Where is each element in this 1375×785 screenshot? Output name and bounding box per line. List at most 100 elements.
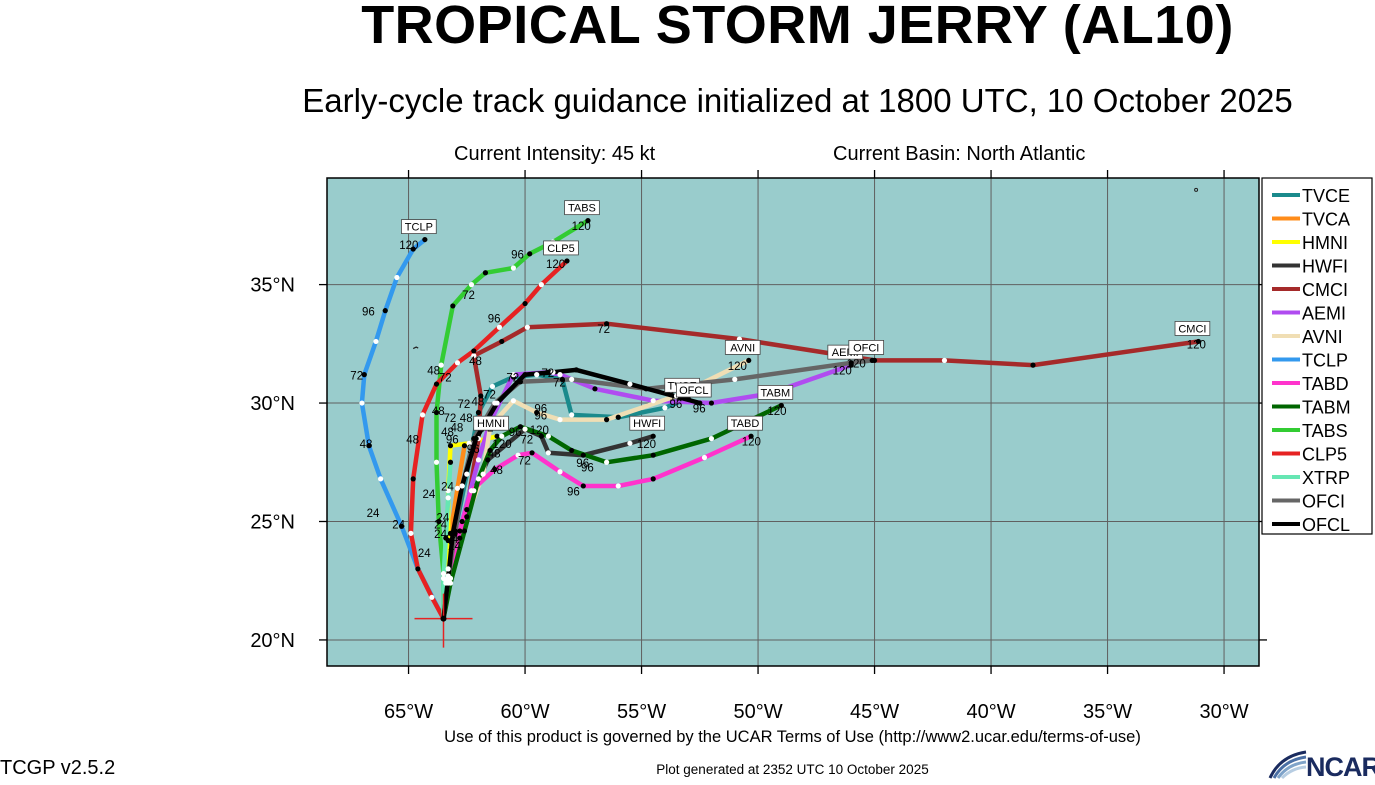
hour-label: 72	[444, 413, 457, 425]
track-point-clp5	[496, 324, 503, 330]
track-point-tabm	[569, 447, 575, 454]
hour-label-clp5: 120	[546, 259, 565, 271]
track-point-hwfi	[580, 452, 586, 458]
track-point-ofcl	[445, 575, 451, 581]
track-point-tabs	[440, 571, 447, 577]
hour-label: 96	[446, 434, 459, 446]
track-point-xtrp	[445, 495, 451, 501]
hour-label-aemi: 96	[693, 404, 706, 416]
current-position-marker	[440, 615, 447, 622]
hour-label-tabs: 48	[432, 406, 445, 418]
x-tick-label: 45°W	[850, 701, 899, 723]
track-point-tclp	[422, 236, 428, 243]
hour-label-tabd: 96	[567, 486, 580, 498]
legend-label-tabm: TABM	[1302, 398, 1351, 418]
x-tick-label: 65°W	[384, 701, 433, 723]
legend-label-aemi: AEMI	[1302, 304, 1346, 324]
hour-label: 24	[434, 529, 447, 541]
track-point-tabd	[529, 450, 535, 456]
hour-label-hmni: 96	[467, 444, 480, 456]
hour-label-clp5: 48	[469, 356, 482, 368]
track-point-tabd	[557, 469, 563, 475]
track-point-tabs	[438, 362, 444, 368]
legend-label-tvce: TVCE	[1302, 186, 1350, 206]
legend-box	[1261, 177, 1373, 535]
hour-label-tclp: 24	[367, 508, 380, 520]
y-tick-label: 30°N	[250, 393, 295, 415]
track-point-ofci	[732, 376, 738, 382]
hour-label-hmni: 48	[441, 427, 454, 439]
track-point-avni	[604, 417, 610, 423]
end-label-hwfi: HWFI	[633, 418, 661, 430]
track-point-hwfi	[545, 450, 551, 456]
hour-label: 48	[460, 413, 473, 425]
legend-label-ofci: OFCI	[1302, 492, 1345, 512]
track-point-tabs	[436, 518, 442, 525]
track-point-tabm	[650, 452, 656, 458]
page-subtitle: Early-cycle track guidance initialized a…	[302, 82, 1293, 119]
end-label-tabd: TABD	[731, 418, 760, 430]
track-point-ofcl	[573, 367, 579, 373]
track-point-tabs	[433, 459, 440, 465]
hour-label: 72	[541, 368, 554, 380]
ncar-logo-icon	[1268, 750, 1307, 780]
end-label-box-hwfi	[629, 415, 665, 431]
track-point-aemi	[459, 518, 465, 525]
track-point-tabs	[433, 409, 440, 416]
hour-label: 48	[488, 449, 501, 461]
end-label-box-tabd	[727, 415, 763, 431]
end-label-ofci: OFCI	[853, 342, 879, 354]
track-point-cmci	[1195, 338, 1202, 345]
hour-label: 72	[483, 389, 496, 401]
end-label-box-avni	[724, 340, 761, 355]
track-point-cmci	[499, 338, 505, 345]
hour-label: 24	[434, 520, 447, 532]
hour-label-cmci: 120	[1187, 340, 1206, 352]
track-point-tvce	[569, 412, 575, 418]
x-tick-label: 60°W	[500, 701, 549, 723]
track-point-aemi	[708, 400, 715, 406]
track-point-tabm	[461, 528, 468, 534]
hour-label: 96	[509, 427, 522, 439]
hour-label-clp5: 96	[488, 314, 501, 326]
hour-label-avni: 120	[728, 361, 747, 373]
track-point-tabd	[492, 466, 498, 472]
end-label-cmci: CMCI	[1178, 323, 1206, 335]
hour-label: 24	[446, 534, 459, 546]
track-point-ofcl	[494, 400, 500, 406]
legend-label-clp5: CLP5	[1302, 445, 1347, 465]
track-point-clp5	[429, 594, 435, 600]
hour-label-tabs: 96	[511, 250, 524, 262]
track-point-tabm	[708, 435, 715, 442]
hour-label-aemi: 120	[833, 366, 852, 378]
hour-label-tclp: 48	[360, 439, 373, 451]
track-point-ofcl	[697, 400, 703, 406]
hour-label-tabs: 24	[423, 489, 436, 501]
track-point-clp5	[564, 258, 570, 264]
track-point-clp5	[538, 282, 544, 288]
track-point-tabs	[510, 265, 516, 271]
track-point-avni	[746, 357, 752, 364]
track-point-tvce	[489, 383, 496, 390]
hour-label-hwfi: 120	[637, 439, 656, 451]
end-label-box-tabm	[757, 385, 794, 400]
track-point-avni	[464, 514, 470, 520]
hour-label-tabs: 72	[462, 290, 475, 302]
track-point-tabm	[517, 424, 523, 430]
legend-label-ofcl: OFCL	[1302, 515, 1350, 535]
track-point-tclp	[410, 246, 416, 252]
hour-label: 72	[439, 373, 452, 385]
track-point-hwfi	[457, 535, 463, 541]
track-point-tabd	[615, 483, 621, 489]
track-point-tclp	[361, 372, 367, 378]
hour-label-ofci: 120	[847, 359, 866, 371]
track-point-tabm	[447, 580, 454, 586]
hour-label: 48	[427, 366, 440, 378]
track-point-ofci	[517, 379, 523, 385]
hour-label-hmni: 24	[441, 482, 454, 494]
track-point-cmci	[941, 357, 948, 364]
track-point-avni	[557, 417, 563, 423]
track-point-ofcl	[473, 435, 479, 442]
track-point-avni	[534, 409, 540, 416]
